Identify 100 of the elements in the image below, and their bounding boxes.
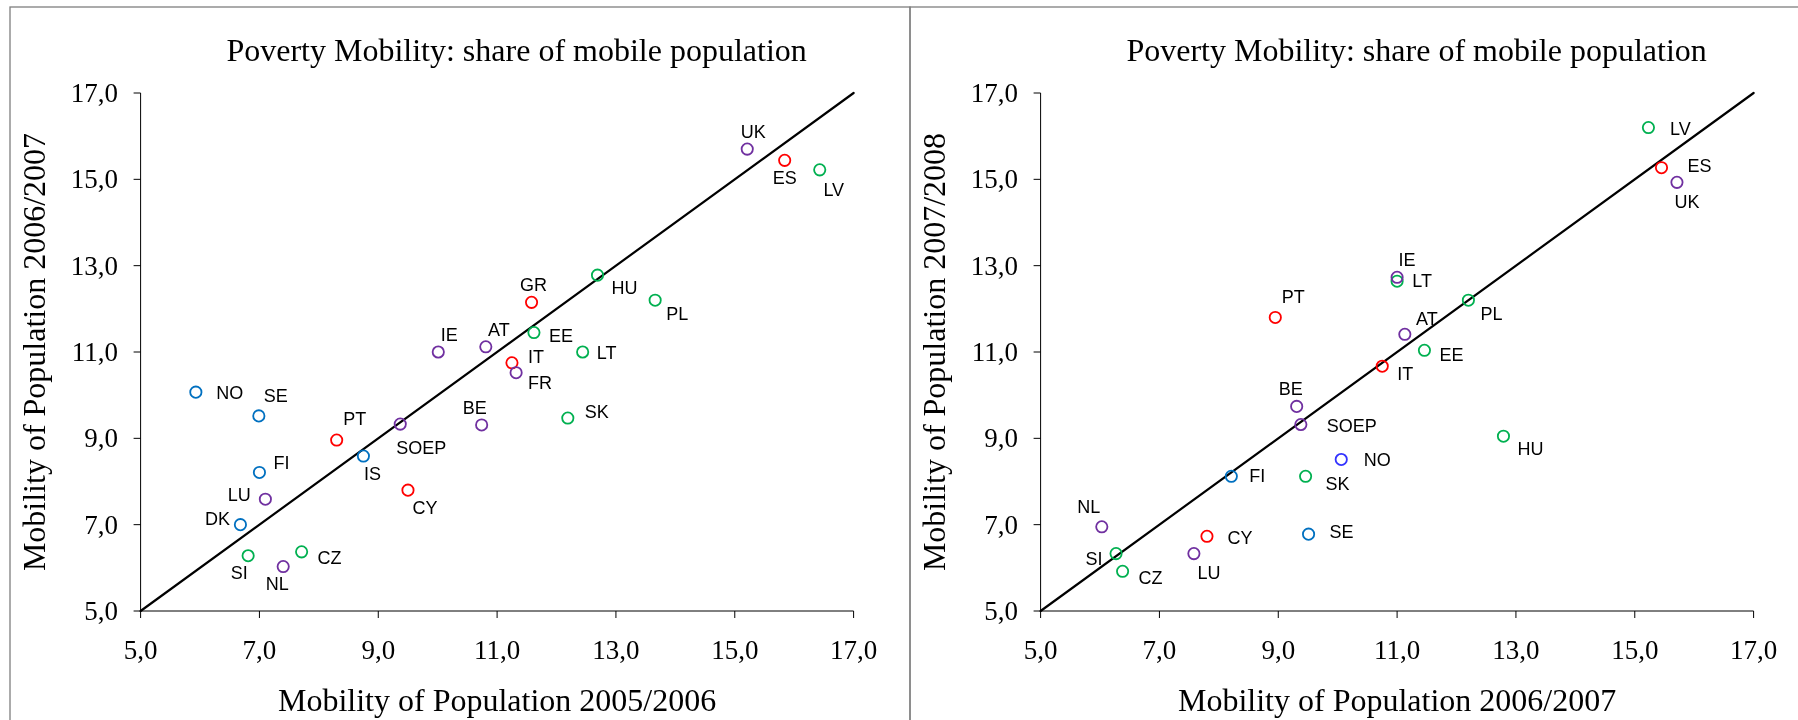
data-label: HU xyxy=(1517,439,1544,460)
chart-title: Poverty Mobility: share of mobile population xyxy=(1126,32,1707,68)
data-label: LV xyxy=(1670,118,1691,139)
data-label: CY xyxy=(412,498,438,519)
point xyxy=(505,356,519,370)
point xyxy=(1200,529,1214,543)
x-tick-label: 11,0 xyxy=(473,634,521,665)
x-tick-label: 5,0 xyxy=(123,634,158,665)
data-label: HU xyxy=(611,278,638,299)
point xyxy=(1398,327,1412,341)
x-tick-label: 7,0 xyxy=(242,634,277,665)
point xyxy=(1334,452,1348,467)
data-label: EE xyxy=(1439,345,1464,366)
point xyxy=(778,153,792,167)
data-label: UK xyxy=(740,122,766,143)
data-label: EE xyxy=(548,325,573,346)
y-tick-label: 7,0 xyxy=(84,509,118,540)
point xyxy=(1390,270,1404,284)
point xyxy=(258,492,272,506)
point xyxy=(576,345,590,359)
data-label: SK xyxy=(584,402,609,423)
point xyxy=(1496,429,1510,443)
data-label: FI xyxy=(1249,466,1266,487)
data-label: FI xyxy=(273,453,290,474)
data-label: LU xyxy=(1197,562,1221,583)
data-label: IS xyxy=(363,464,381,485)
data-label: IE xyxy=(1398,250,1416,271)
point xyxy=(241,549,255,563)
x-tick-label: 15,0 xyxy=(711,634,759,665)
y-tick-label: 13,0 xyxy=(70,250,118,281)
data-label: SI xyxy=(230,562,248,583)
data-label: LU xyxy=(227,485,251,506)
y-axis-title: Mobility of Population 2007/2008 xyxy=(916,132,952,572)
data-label: CZ xyxy=(317,547,342,568)
y-tick-label: 13,0 xyxy=(970,250,1018,281)
point xyxy=(1095,520,1109,534)
data-label: PT xyxy=(1281,287,1305,308)
point xyxy=(1375,359,1389,373)
point xyxy=(527,326,541,340)
data-label: PT xyxy=(343,409,367,430)
x-tick-label: 11,0 xyxy=(1373,634,1421,665)
point xyxy=(356,449,370,463)
point xyxy=(479,340,493,354)
y-tick-label: 17,0 xyxy=(70,78,118,108)
point xyxy=(1670,175,1684,189)
point xyxy=(648,293,662,307)
y-tick-label: 15,0 xyxy=(70,164,118,195)
point xyxy=(252,409,266,423)
y-axis-title: Mobility of Population 2006/2007 xyxy=(16,132,52,572)
point xyxy=(189,385,203,399)
data-label: PL xyxy=(666,304,689,325)
point xyxy=(1390,274,1404,288)
y-tick-label: 11,0 xyxy=(971,337,1018,367)
data-label: BE xyxy=(1278,379,1303,400)
data-label: SI xyxy=(1085,548,1103,569)
point xyxy=(431,345,445,359)
x-axis-title: Mobility of Population 2006/2007 xyxy=(1177,682,1617,718)
data-label: ES xyxy=(772,168,797,189)
point xyxy=(509,366,523,380)
point xyxy=(1461,293,1475,307)
point xyxy=(1187,547,1201,561)
data-label: SOEP xyxy=(1326,415,1377,436)
y-tick-label: 5,0 xyxy=(984,596,1018,626)
data-label: IE xyxy=(440,325,458,345)
data-label: AT xyxy=(487,319,510,340)
x-tick-label: 13,0 xyxy=(1492,634,1540,665)
point xyxy=(561,411,575,425)
data-label: BE xyxy=(462,397,487,418)
data-label: SOEP xyxy=(396,438,447,459)
point xyxy=(525,295,539,309)
point xyxy=(393,417,407,431)
point xyxy=(1654,161,1669,175)
point xyxy=(276,560,290,574)
point xyxy=(1116,564,1130,578)
point xyxy=(1224,469,1238,483)
data-label: IT xyxy=(1397,364,1414,385)
x-axis-title: Mobility of Population 2005/2006 xyxy=(277,682,717,718)
data-label: SK xyxy=(1325,474,1350,495)
y-tick-label: 9,0 xyxy=(84,423,118,454)
data-label: DK xyxy=(204,508,230,529)
x-tick-label: 7,0 xyxy=(1142,634,1177,665)
x-tick-label: 15,0 xyxy=(1611,634,1659,665)
data-label: PL xyxy=(1480,304,1503,325)
data-label: CZ xyxy=(1138,568,1163,589)
data-label: FR xyxy=(528,372,553,393)
point xyxy=(590,268,605,282)
data-label: GR xyxy=(520,275,548,296)
point xyxy=(475,418,489,432)
point xyxy=(1290,399,1304,413)
data-label: CY xyxy=(1227,528,1253,549)
data-label: SE xyxy=(263,385,288,406)
data-label: IT xyxy=(527,346,544,367)
point xyxy=(1299,469,1313,483)
point xyxy=(813,163,827,177)
data-label: UK xyxy=(1674,192,1700,213)
x-tick-label: 5,0 xyxy=(1023,634,1058,665)
data-label: SE xyxy=(1329,522,1354,543)
x-tick-label: 13,0 xyxy=(592,634,640,665)
point xyxy=(295,545,309,559)
x-tick-label: 17,0 xyxy=(829,634,878,665)
